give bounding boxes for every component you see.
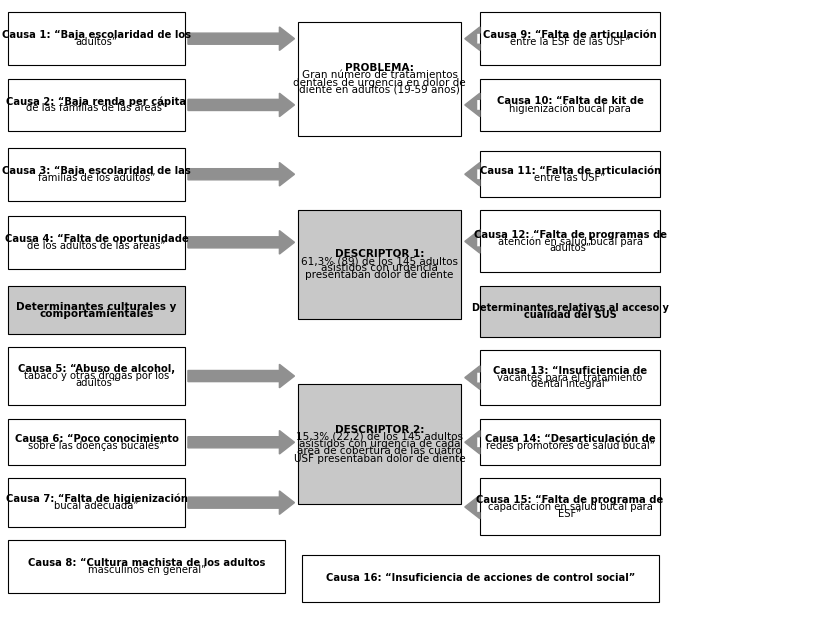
Text: cualidad del SUS: cualidad del SUS (524, 310, 617, 320)
Text: masculinos en general”: masculinos en general” (88, 565, 206, 575)
Text: area de cobertura de las cuatro: area de cobertura de las cuatro (297, 446, 462, 456)
Polygon shape (188, 27, 294, 50)
FancyBboxPatch shape (480, 419, 660, 465)
Text: redes promotores de salud bucal”: redes promotores de salud bucal” (486, 441, 654, 451)
Text: diente en adultos (19-59 años): diente en adultos (19-59 años) (300, 85, 460, 95)
Text: asistidos con urgencia de cada: asistidos con urgencia de cada (299, 439, 461, 449)
FancyBboxPatch shape (8, 478, 185, 527)
FancyBboxPatch shape (480, 210, 660, 272)
Text: Causa 4: “Falta de oportunidade: Causa 4: “Falta de oportunidade (4, 234, 189, 244)
Polygon shape (188, 364, 294, 387)
FancyBboxPatch shape (480, 350, 660, 405)
Text: higienización bucal para: higienización bucal para (509, 103, 631, 114)
Text: Causa 3: “Baja escolaridad de las: Causa 3: “Baja escolaridad de las (3, 166, 190, 176)
Text: de los adultos de las areas”: de los adultos de las areas” (27, 241, 166, 251)
FancyBboxPatch shape (480, 12, 660, 65)
Text: Causa 12: “Falta de programas de: Causa 12: “Falta de programas de (473, 230, 667, 240)
Text: entre las USF”: entre las USF” (534, 173, 606, 183)
FancyBboxPatch shape (8, 540, 285, 593)
Text: adultos”: adultos” (76, 37, 117, 47)
FancyBboxPatch shape (480, 478, 660, 535)
Text: Causa 13: “Insuficiencia de: Causa 13: “Insuficiencia de (493, 366, 647, 376)
Text: adultos”: adultos” (76, 378, 117, 388)
Text: Causa 14: “Desarticulación de: Causa 14: “Desarticulación de (485, 434, 655, 444)
Text: DESCRIPTOR 2:: DESCRIPTOR 2: (335, 425, 425, 435)
Text: Gran número de tratamientos: Gran número de tratamientos (302, 71, 457, 80)
Text: de las familias de las areas”: de las familias de las areas” (26, 103, 167, 113)
Polygon shape (188, 93, 294, 116)
Text: asistidos con urgencia: asistidos con urgencia (321, 263, 438, 273)
FancyBboxPatch shape (8, 79, 185, 131)
Text: Causa 6: “Poco conocimiento: Causa 6: “Poco conocimiento (14, 434, 179, 444)
Text: presentaban dolor de diente: presentaban dolor de diente (305, 271, 454, 280)
Text: Causa 2: “Baja renda per cápita: Causa 2: “Baja renda per cápita (7, 96, 186, 106)
Text: adultos”: adultos” (549, 243, 591, 253)
Text: Causa 10: “Falta de kit de: Causa 10: “Falta de kit de (497, 97, 644, 106)
Text: 15,3% (22,2) de los 145 adultos: 15,3% (22,2) de los 145 adultos (296, 432, 463, 442)
Text: DESCRIPTOR 1:: DESCRIPTOR 1: (335, 249, 425, 259)
Polygon shape (188, 491, 294, 514)
Text: sobre las doenças bucales”: sobre las doenças bucales” (29, 441, 164, 451)
Polygon shape (465, 230, 480, 253)
Text: Determinantes relativas al acceso y: Determinantes relativas al acceso y (472, 303, 669, 313)
FancyBboxPatch shape (8, 216, 185, 269)
Text: Causa 1: “Baja escolaridad de los: Causa 1: “Baja escolaridad de los (2, 30, 191, 40)
Polygon shape (465, 431, 480, 454)
Text: dental integral”: dental integral” (531, 379, 609, 389)
Polygon shape (188, 162, 294, 186)
Polygon shape (465, 162, 480, 186)
Text: dentales de urgencia en dolor de: dentales de urgencia en dolor de (294, 77, 466, 87)
FancyBboxPatch shape (298, 384, 461, 504)
FancyBboxPatch shape (298, 22, 461, 136)
Polygon shape (465, 27, 480, 50)
Text: Causa 5: “Abuso de alcohol,: Causa 5: “Abuso de alcohol, (18, 364, 175, 374)
Polygon shape (188, 431, 294, 454)
Text: capacitación en salud bucal para: capacitación en salud bucal para (487, 502, 653, 512)
FancyBboxPatch shape (8, 347, 185, 405)
Text: ESF”: ESF” (559, 509, 581, 519)
Text: 61,3% (89) de los 145 adultos: 61,3% (89) de los 145 adultos (301, 256, 458, 266)
FancyBboxPatch shape (8, 148, 185, 201)
Polygon shape (465, 495, 480, 519)
Text: Causa 11: “Falta de articulación: Causa 11: “Falta de articulación (480, 166, 660, 176)
FancyBboxPatch shape (8, 12, 185, 65)
Text: atención en salud bucal para: atención en salud bucal para (498, 236, 643, 246)
Text: bucal adecuada”: bucal adecuada” (55, 501, 138, 511)
Text: Causa 7: “Falta de higienización: Causa 7: “Falta de higienización (6, 494, 187, 504)
FancyBboxPatch shape (480, 151, 660, 197)
Polygon shape (465, 93, 480, 116)
FancyBboxPatch shape (302, 555, 659, 602)
Text: comportamientales: comportamientales (39, 309, 154, 319)
FancyBboxPatch shape (480, 79, 660, 131)
Text: Causa 15: “Falta de programa de: Causa 15: “Falta de programa de (477, 495, 664, 505)
Text: Causa 9: “Falta de articulación: Causa 9: “Falta de articulación (483, 30, 657, 40)
Text: Determinantes culturales y: Determinantes culturales y (16, 301, 177, 311)
FancyBboxPatch shape (8, 286, 185, 334)
FancyBboxPatch shape (8, 419, 185, 465)
Polygon shape (188, 231, 294, 254)
Text: familias de los adultos”: familias de los adultos” (38, 173, 155, 183)
Text: USF presentaban dolor de diente: USF presentaban dolor de diente (294, 454, 466, 464)
Text: Causa 16: “Insuficiencia de acciones de control social”: Causa 16: “Insuficiencia de acciones de … (326, 573, 635, 584)
Text: vacantes para el tratamiento: vacantes para el tratamiento (498, 373, 643, 383)
FancyBboxPatch shape (298, 210, 461, 319)
Text: tabaco y otras drogas por los: tabaco y otras drogas por los (23, 371, 169, 381)
Text: PROBLEMA:: PROBLEMA: (345, 63, 414, 73)
Text: entre la ESF de las USF”: entre la ESF de las USF” (510, 37, 630, 47)
Text: Causa 8: “Cultura machista de los adultos: Causa 8: “Cultura machista de los adulto… (29, 558, 265, 568)
Polygon shape (465, 366, 480, 389)
FancyBboxPatch shape (480, 286, 660, 337)
